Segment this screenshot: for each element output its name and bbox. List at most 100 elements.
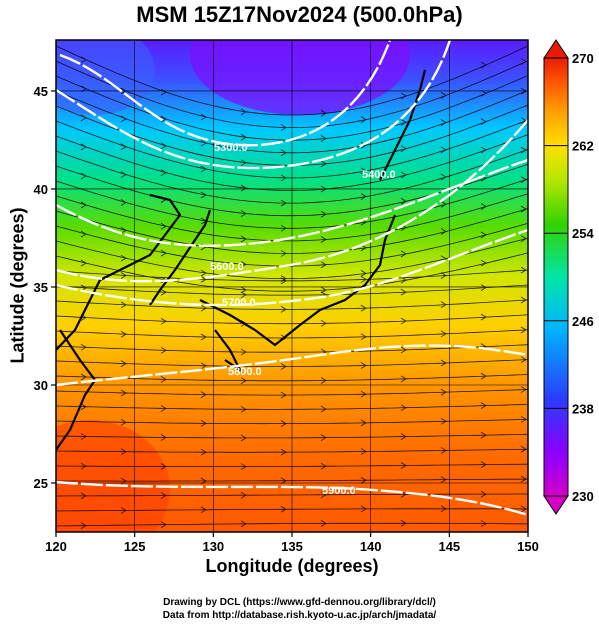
- y-tick-label: 40: [34, 182, 48, 197]
- flow-arrow: [440, 301, 447, 308]
- flow-arrow: [520, 475, 527, 483]
- flow-arrow: [480, 259, 487, 267]
- flow-arrow: [480, 431, 487, 439]
- flow-arrow: [160, 317, 167, 325]
- flow-arrow: [160, 288, 167, 296]
- colorbar: 270 262 254 246 238 230: [543, 39, 594, 515]
- flow-arrow: [360, 193, 367, 200]
- flow-arrow: [360, 390, 367, 398]
- flow-arrow: [200, 165, 207, 173]
- flow-arrow: [440, 388, 447, 396]
- flow-arrow: [440, 476, 447, 483]
- y-tick-label: 45: [34, 84, 48, 99]
- flow-arrow: [520, 176, 527, 183]
- flow-arrow: [360, 362, 367, 369]
- flow-arrow: [160, 115, 167, 123]
- flow-arrow: [400, 519, 407, 527]
- flow-arrow: [360, 419, 367, 427]
- flow-arrow: [120, 171, 127, 178]
- flow-arrow: [480, 520, 487, 527]
- flow-arrow: [400, 171, 407, 179]
- flow-arrow: [160, 169, 167, 176]
- flow-arrow: [160, 434, 167, 441]
- flow-arrow: [400, 119, 407, 126]
- flow-arrow: [440, 330, 447, 338]
- flow-arrow: [160, 492, 167, 499]
- flow-arrow: [280, 505, 287, 513]
- flow-arrow: [440, 92, 447, 99]
- y-tick-label: 35: [34, 280, 48, 295]
- x-tick-label: 135: [281, 539, 303, 554]
- flow-arrow: [120, 115, 127, 123]
- x-axis: 120 125 130 135 140 145 150: [45, 532, 539, 554]
- flow-arrow: [160, 88, 167, 96]
- flow-arrow: [80, 172, 87, 180]
- flow-arrow: [280, 363, 287, 370]
- flow-arrow: [200, 333, 207, 341]
- flow-arrow: [320, 319, 327, 327]
- y-tick-label: 25: [34, 476, 48, 491]
- flow-arrow: [280, 149, 287, 157]
- contour-label-5700: 5700.0: [222, 297, 256, 309]
- flow-arrow: [400, 375, 407, 383]
- flow-arrow: [400, 92, 407, 100]
- plot-area: 5300.0 5400.0 5600.0 5700.0 5800.0 5900.…: [56, 40, 528, 532]
- colorbar-tick-label: 230: [572, 489, 594, 504]
- colorbar-tick-label: 262: [572, 139, 594, 154]
- flow-arrow: [240, 261, 247, 268]
- flow-arrow: [120, 389, 127, 397]
- flow-arrow: [440, 417, 447, 425]
- flow-arrow: [200, 420, 207, 427]
- flow-arrow: [80, 343, 87, 351]
- flow-arrow: [480, 402, 487, 409]
- flow-arrow: [520, 58, 527, 65]
- flow-arrow: [280, 174, 287, 182]
- flow-arrow: [320, 377, 327, 384]
- flow-arrow: [400, 250, 407, 258]
- flow-arrow: [160, 222, 167, 230]
- colorbar-tick-label: 246: [572, 314, 594, 329]
- credits: Drawing by DCL (https://www.gfd-dennou.o…: [0, 596, 599, 622]
- flow-arrow: [480, 372, 487, 380]
- flow-arrow: [240, 235, 247, 243]
- x-tick-label: 150: [517, 539, 539, 554]
- coastlines: [56, 69, 427, 451]
- flow-arrow: [480, 490, 487, 498]
- flow-arrow: [520, 445, 527, 453]
- flow-arrow: [360, 270, 367, 277]
- height-contours: [56, 40, 528, 517]
- flow-arrow: [440, 200, 447, 208]
- map-title: MSM 15Z17Nov2024 (500.0hPa): [136, 2, 463, 27]
- flow-arrow: [440, 447, 447, 454]
- flow-arrow: [320, 236, 327, 243]
- flow-arrow: [320, 109, 327, 117]
- flow-arrow: [320, 210, 327, 218]
- flow-arrow: [200, 276, 207, 283]
- flow-arrow: [80, 56, 87, 64]
- flow-arrow: [480, 89, 487, 97]
- flow-arrow: [120, 199, 127, 206]
- flow-arrow: [240, 108, 247, 116]
- flow-arrow: [120, 301, 127, 309]
- flow-arrow: [160, 346, 167, 354]
- flow-arrow: [280, 391, 287, 399]
- flow-arrow: [240, 434, 247, 442]
- flow-arrow: [480, 61, 487, 69]
- flow-arrow: [400, 462, 407, 469]
- flow-arrow: [240, 377, 247, 385]
- colorbar-scale: [543, 57, 569, 497]
- contour-label-5400: 5400.0: [362, 169, 396, 181]
- credit-drawing: Drawing by DCL (https://www.gfd-dennou.o…: [163, 597, 436, 608]
- flow-arrow: [120, 448, 127, 456]
- flow-arrow: [360, 505, 367, 513]
- flow-arrow: [440, 119, 447, 126]
- flow-arrow: [80, 143, 87, 151]
- flow-arrow: [320, 160, 327, 168]
- flow-arrow: [80, 522, 87, 529]
- x-tick-label: 125: [124, 539, 146, 554]
- flow-arrow: [200, 304, 207, 312]
- flow-arrow: [80, 433, 87, 440]
- colorbar-tick-label: 270: [572, 51, 594, 66]
- flow-arrow: [320, 405, 327, 413]
- cold-core: [190, 40, 410, 115]
